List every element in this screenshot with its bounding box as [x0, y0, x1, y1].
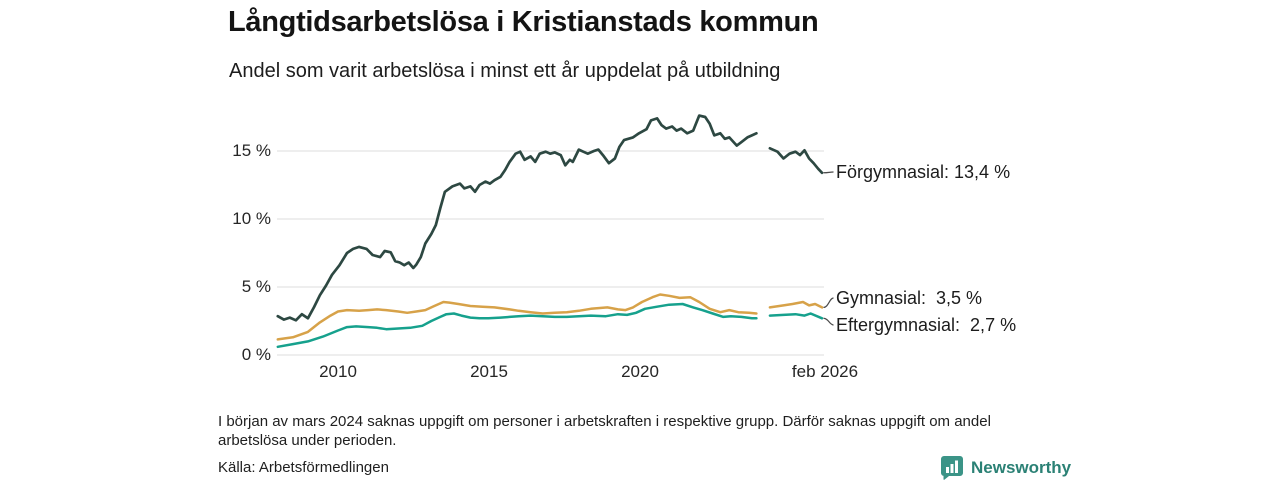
x-axis-tick-2010: 2010 [319, 362, 357, 381]
y-axis-tick-15: 15 % [232, 141, 271, 160]
x-axis-tick-feb-2026: feb 2026 [791, 362, 859, 381]
chart-title: Långtidsarbetslösa i Kristianstads kommu… [228, 6, 819, 38]
newsworthy-logo-icon [941, 456, 963, 480]
series-label-eftergymnasial: Eftergymnasial: 2,7 % [836, 315, 1017, 335]
source-credit: Källa: Arbetsförmedlingen [218, 459, 389, 476]
series-label-forgymnasial: Förgymnasial: 13,4 % [836, 162, 1011, 182]
newsworthy-brand: Newsworthy [940, 455, 1071, 480]
y-axis-tick-10: 10 % [232, 209, 271, 228]
chart-subtitle: Andel som varit arbetslösa i minst ett å… [229, 60, 781, 82]
newsworthy-brand-name: Newsworthy [971, 457, 1072, 477]
x-axis-tick-2015: 2015 [470, 362, 508, 381]
chart-footnote: I början av mars 2024 saknas uppgift om … [218, 413, 991, 449]
y-axis-tick-0: 0 % [241, 345, 271, 364]
x-axis-tick-2020: 2020 [621, 362, 659, 381]
y-axis-tick-5: 5 % [241, 277, 271, 296]
series-label-gymnasial: Gymnasial: 3,5 % [836, 288, 983, 308]
